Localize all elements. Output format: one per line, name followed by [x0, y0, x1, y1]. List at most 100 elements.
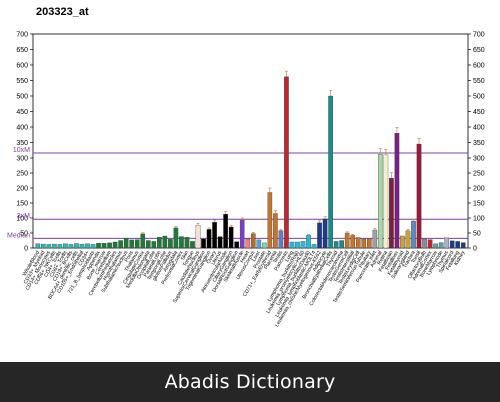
- x-tick-label: Heart: [239, 250, 251, 264]
- footer-text: Abadis Dictionary: [164, 371, 336, 393]
- y-tick-label-left: 350: [16, 140, 28, 147]
- reference-line-label: 3xM: [17, 213, 30, 220]
- bar: [212, 222, 217, 249]
- bar: [322, 218, 328, 249]
- y-tick-label-right: 450: [473, 109, 485, 116]
- bar: [201, 238, 206, 249]
- bar: [400, 235, 405, 249]
- bar: [74, 243, 79, 249]
- bar: [40, 243, 46, 249]
- bar: [361, 238, 367, 249]
- reference-line-label: Median: [7, 232, 30, 239]
- bar: [333, 241, 339, 249]
- bar: [123, 237, 129, 249]
- bar: [389, 177, 394, 249]
- x-tick-label: Skin: [180, 250, 190, 262]
- bar: [184, 237, 190, 249]
- bar: [157, 237, 162, 249]
- bar: [239, 219, 245, 249]
- bar: [300, 241, 306, 249]
- bar: [52, 243, 57, 249]
- bar: [35, 243, 41, 249]
- bar: [455, 241, 461, 249]
- bar: [168, 239, 173, 249]
- bar: [278, 230, 284, 249]
- bar: [151, 241, 157, 249]
- bar: [289, 241, 295, 249]
- bar: [422, 238, 427, 249]
- y-tick-label-right: 0: [473, 246, 477, 253]
- footer-banner: Abadis Dictionary: [0, 362, 500, 402]
- bar: [79, 243, 85, 249]
- bar: [107, 242, 112, 249]
- bar: [129, 239, 135, 249]
- bar: [416, 143, 422, 249]
- bar: [195, 225, 201, 249]
- bar: [438, 242, 444, 249]
- bar: [256, 239, 262, 249]
- bar: [173, 227, 179, 249]
- bar: [85, 243, 90, 249]
- bar: [228, 226, 234, 249]
- bar: [295, 241, 300, 249]
- bar: [179, 236, 184, 249]
- bar: [339, 240, 344, 249]
- x-tick-label: Lung: [284, 250, 295, 263]
- bar: [317, 222, 322, 249]
- bar: [145, 240, 151, 249]
- y-tick-label-right: 300: [473, 156, 485, 163]
- bar: [311, 244, 317, 249]
- y-tick-label-right: 50: [473, 231, 481, 238]
- bar: [411, 220, 416, 249]
- bar: [190, 241, 195, 249]
- bar-chart: 0 0 50 50 100 100 150 150 200 200 250 250 300 300 350 3…: [7, 32, 485, 329]
- bar: [140, 233, 146, 249]
- y-tick-label-left: 600: [16, 63, 28, 70]
- bar: [449, 240, 455, 249]
- bar: [206, 229, 212, 249]
- y-tick-label-left: 100: [16, 216, 28, 223]
- y-tick-label-right: 350: [473, 140, 485, 147]
- y-tick-label-left: 700: [16, 32, 28, 39]
- y-tick-label-left: 150: [16, 201, 28, 208]
- bar: [96, 243, 101, 249]
- y-tick-label-right: 600: [473, 63, 485, 70]
- bar: [118, 240, 123, 249]
- bar: [328, 95, 333, 249]
- bar: [366, 238, 372, 249]
- bar: [460, 242, 466, 249]
- bar: [90, 244, 96, 249]
- y-tick-label-left: 550: [16, 78, 28, 85]
- y-tick-label-right: 700: [473, 32, 485, 39]
- y-tick-label-right: 500: [473, 94, 485, 101]
- y-tick-label-right: 250: [473, 171, 485, 178]
- bar: [344, 232, 350, 249]
- bar: [162, 235, 168, 249]
- x-tick-label: Liver: [251, 250, 262, 263]
- bar: [245, 238, 251, 249]
- bar: [134, 239, 140, 249]
- bar: [267, 192, 273, 249]
- bar: [284, 76, 289, 249]
- x-tick-label: Pons: [124, 250, 135, 264]
- bar: [383, 154, 389, 249]
- y-tick-label-right: 400: [473, 125, 485, 132]
- y-tick-label-left: 300: [16, 156, 28, 163]
- bar: [217, 236, 223, 249]
- y-tick-label-left: 650: [16, 47, 28, 54]
- plot-frame: [32, 33, 469, 249]
- bar: [355, 237, 361, 249]
- y-tick-label-right: 650: [473, 47, 485, 54]
- chart-title: 203323_at: [36, 6, 89, 18]
- y-tick-label-left: 250: [16, 171, 28, 178]
- bar: [262, 242, 267, 249]
- y-tick-label-right: 150: [473, 201, 485, 208]
- bar: [372, 229, 378, 249]
- y-tick-label-right: 200: [473, 186, 485, 193]
- bar: [378, 154, 383, 249]
- bar: [68, 244, 74, 249]
- bar: [273, 213, 278, 249]
- bar: [433, 243, 438, 249]
- reference-line-label: 10xM: [13, 147, 30, 154]
- y-tick-label-left: 200: [16, 186, 28, 193]
